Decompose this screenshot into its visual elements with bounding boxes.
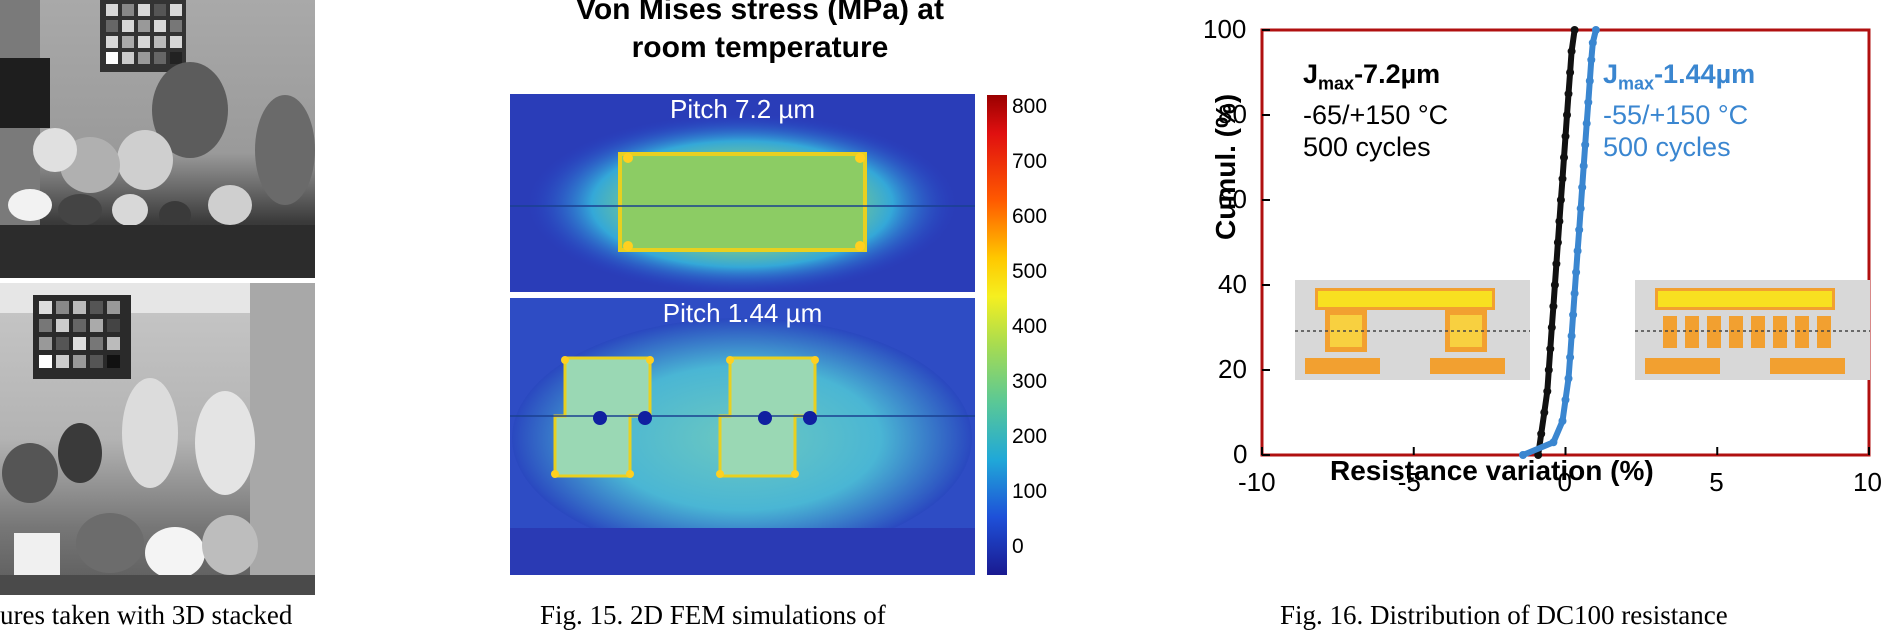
colorbar-tick-200: 200: [1012, 425, 1048, 448]
colorbar-tick-700: 700: [1012, 150, 1048, 173]
x-tick-label-3: 5: [1709, 467, 1724, 497]
annotation-7-2-cycles: 500 cycles: [1303, 132, 1431, 163]
y-tick-label-1: 20: [1218, 354, 1247, 384]
colorbar-tick-100: 100: [1012, 480, 1048, 503]
fem-panel-pitch-7-2: Pitch 7.2 µm: [510, 94, 975, 294]
colorbar-tick-500: 500: [1012, 260, 1048, 283]
y-tick-label-5: 100: [1203, 14, 1247, 44]
colorbar-tick-400: 400: [1012, 315, 1048, 338]
fem-panel-pitch-1-44: Pitch 1.44 µm: [510, 298, 975, 575]
x-tick-label-1: -5: [1397, 467, 1421, 497]
pitch-7-2-label: Pitch 7.2 µm: [669, 94, 816, 124]
y-tick-label-3: 60: [1218, 184, 1247, 214]
figure14-caption: ures taken with 3D stacked: [0, 600, 293, 630]
x-tick-label-4: 10: [1853, 467, 1882, 497]
annotation-1-44: Jmax-1.44µm -55/+150 °C 500 cycles: [1603, 58, 1755, 163]
annotation-1-44-cycles: 500 cycles: [1603, 132, 1731, 163]
plot-marks: [1519, 26, 1600, 459]
annotation-1-44-title: Jmax-1.44µm: [1603, 59, 1756, 94]
stacked-sensor-photo-top: [0, 0, 315, 278]
series-0-line: [1535, 29, 1578, 456]
figure16-caption: Fig. 16. Distribution of DC100 resistanc…: [1280, 600, 1728, 630]
x-tick-label-2: 0: [1557, 467, 1572, 497]
fem-title-line2: room temperature: [631, 31, 889, 64]
annotation-1-44-temp: -55/+150 °C: [1603, 100, 1749, 131]
y-tick-label-2: 40: [1218, 269, 1247, 299]
annotation-7-2-temp: -65/+150 °C: [1303, 100, 1449, 131]
fem-stress-map-bottom: [510, 298, 975, 575]
y-tick-label-0: 0: [1233, 439, 1248, 469]
x-axis-label: Resistance variation (%): [1330, 455, 1654, 486]
annotation-7-2-title: Jmax-7.2µm: [1303, 59, 1441, 94]
colorbar-tick-300: 300: [1012, 370, 1048, 393]
annotation-7-2: Jmax-7.2µm -65/+150 °C 500 cycles: [1303, 58, 1448, 163]
series-1-line: [1521, 29, 1599, 458]
fem-title-line1: Von Mises stress (MPa) at: [576, 0, 944, 26]
figure15-caption: Fig. 15. 2D FEM simulations of: [540, 600, 886, 630]
pitch-1-44-label: Pitch 1.44 µm: [662, 298, 823, 328]
stacked-sensor-photo-bottom: [0, 283, 315, 595]
y-axis-label: Cumul. (%): [1210, 93, 1241, 240]
photo-bottom-scene: [0, 283, 315, 595]
stress-colorbar: [987, 95, 1007, 575]
axis-ticks: [1261, 29, 1870, 456]
colorbar-tick-800: 800: [1012, 95, 1048, 118]
inset-schematic-1-44: [1635, 280, 1870, 380]
inset-schematic-7-2: [1295, 280, 1530, 380]
resistance-chart: [1260, 26, 1871, 459]
photo-top-scene: [0, 0, 315, 278]
colorbar-tick-0: 0: [1012, 535, 1024, 558]
x-tick-label-0: -10: [1238, 467, 1276, 497]
colorbar-tick-600: 600: [1012, 205, 1048, 228]
y-tick-label-4: 80: [1218, 99, 1247, 129]
fem-stress-map-top: [510, 94, 975, 294]
